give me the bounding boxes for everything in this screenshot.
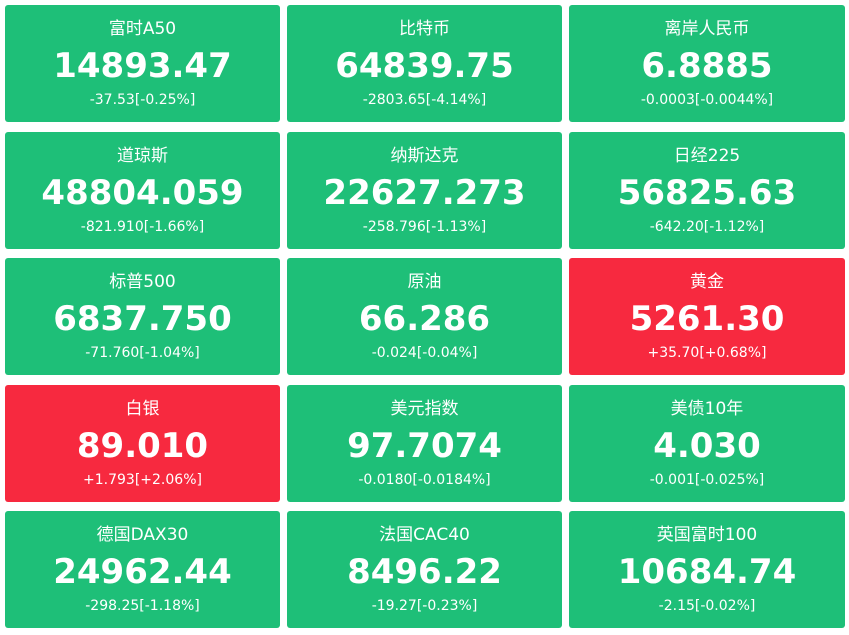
quote-price: 4.030 (653, 425, 761, 466)
quote-tile[interactable]: 英国富时100 10684.74 -2.15[-0.02%] (569, 511, 845, 628)
quote-tile[interactable]: 美元指数 97.7074 -0.0180[-0.0184%] (287, 384, 562, 502)
quote-price: 48804.059 (41, 172, 244, 213)
quote-price: 14893.47 (53, 46, 232, 86)
quote-name: 黄金 (690, 272, 724, 292)
quote-name: 日经225 (673, 145, 741, 166)
quote-price: 56825.63 (617, 172, 797, 213)
quote-price: 22627.273 (323, 172, 526, 213)
quote-tile[interactable]: 日经225 56825.63 -642.20[-1.12%] (569, 131, 845, 249)
quote-change: -0.0003[-0.0044%] (640, 92, 774, 108)
quote-name: 原油 (407, 272, 442, 292)
quote-tile[interactable]: 纳斯达克 22627.273 -258.796[-1.13%] (287, 131, 562, 249)
quote-change: -0.024[-0.04%] (371, 345, 478, 361)
quote-price: 64839.75 (335, 46, 514, 86)
quote-change: -642.20[-1.12%] (649, 218, 765, 235)
quote-price: 6.8885 (641, 46, 773, 86)
quote-name: 纳斯达克 (390, 145, 459, 166)
quote-price: 97.7074 (347, 425, 502, 466)
quote-name: 德国DAX30 (96, 525, 189, 545)
quote-change: -19.27[-0.23%] (371, 598, 478, 614)
quote-tile[interactable]: 标普500 6837.750 -71.760[-1.04%] (5, 258, 280, 375)
quote-tile[interactable]: 离岸人民币 6.8885 -0.0003[-0.0044%] (569, 5, 845, 122)
quote-tile[interactable]: 白银 89.010 +1.793[+2.06%] (5, 384, 280, 502)
quote-name: 标普500 (109, 272, 176, 292)
quote-tile[interactable]: 富时A50 14893.47 -37.53[-0.25%] (5, 5, 280, 122)
quote-change: -258.796[-1.13%] (362, 218, 487, 235)
quote-tile[interactable]: 黄金 5261.30 +35.70[+0.68%] (569, 258, 845, 375)
quote-tile[interactable]: 德国DAX30 24962.44 -298.25[-1.18%] (5, 511, 280, 628)
quote-change: -37.53[-0.25%] (89, 92, 196, 108)
quote-name: 富时A50 (108, 19, 177, 39)
quote-tile[interactable]: 道琼斯 48804.059 -821.910[-1.66%] (5, 131, 280, 249)
quote-tile[interactable]: 法国CAC40 8496.22 -19.27[-0.23%] (287, 511, 562, 628)
quote-change: -71.760[-1.04%] (85, 345, 200, 361)
quote-price: 8496.22 (347, 552, 502, 592)
quote-price: 6837.750 (53, 299, 232, 339)
quote-change: +35.70[+0.68%] (647, 345, 767, 361)
quote-change: -2803.65[-4.14%] (362, 92, 487, 108)
quote-name: 英国富时100 (656, 525, 758, 545)
quote-tile[interactable]: 美债10年 4.030 -0.001[-0.025%] (569, 384, 845, 502)
quote-name: 道琼斯 (117, 145, 168, 166)
quote-change: -0.001[-0.025%] (649, 471, 765, 488)
quote-change: -821.910[-1.66%] (80, 218, 205, 235)
quote-name: 美元指数 (390, 398, 459, 419)
quote-price: 66.286 (358, 299, 491, 339)
quote-price: 89.010 (76, 425, 209, 466)
quote-name: 比特币 (399, 19, 450, 39)
quote-change: -298.25[-1.18%] (85, 598, 200, 614)
quote-price: 24962.44 (53, 552, 232, 592)
quote-name: 离岸人民币 (664, 19, 750, 39)
quote-change: -0.0180[-0.0184%] (358, 471, 491, 488)
quote-name: 白银 (125, 398, 160, 419)
quote-tile[interactable]: 比特币 64839.75 -2803.65[-4.14%] (287, 5, 562, 122)
quote-tile[interactable]: 原油 66.286 -0.024[-0.04%] (287, 258, 562, 375)
quote-price: 5261.30 (629, 299, 785, 339)
quote-change: -2.15[-0.02%] (658, 598, 756, 614)
quote-change: +1.793[+2.06%] (83, 471, 202, 488)
quote-price: 10684.74 (617, 552, 797, 592)
quote-name: 法国CAC40 (379, 525, 470, 545)
quote-name: 美债10年 (670, 398, 744, 419)
